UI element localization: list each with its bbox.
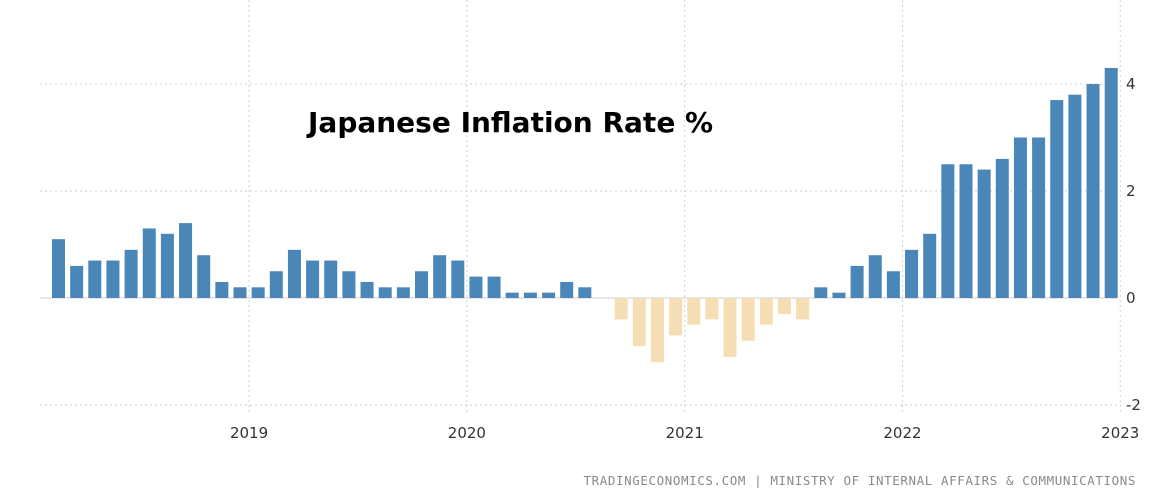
bar-2020-04	[505, 292, 519, 298]
bar-2020-07	[560, 281, 574, 298]
bar-2019-11	[415, 271, 428, 298]
bar-2022-09	[1032, 137, 1046, 298]
bar-2022-03	[923, 233, 937, 298]
y-tick-label: -2	[1126, 396, 1141, 414]
bar-2018-10	[179, 223, 193, 298]
bar-2021-02	[687, 298, 701, 325]
bar-2020-11	[632, 298, 646, 347]
bar-2021-10	[832, 292, 846, 298]
x-tick-label: 2021	[666, 424, 704, 442]
x-tick-label: 2020	[448, 424, 486, 442]
bar-2020-05	[523, 292, 537, 298]
bar-2022-10	[1050, 100, 1064, 298]
bar-2021-09	[814, 287, 828, 298]
bar-2022-08	[1013, 137, 1027, 298]
grid-layer	[40, 0, 1121, 412]
bar-2021-03	[705, 298, 719, 320]
bar-2019-10	[396, 287, 410, 298]
bar-2019-02	[251, 287, 265, 298]
bar-2018-04	[70, 265, 84, 298]
bar-2023-01	[1104, 67, 1118, 298]
x-tick-label: 2019	[230, 424, 268, 442]
bar-2022-02	[905, 249, 919, 298]
bar-2019-07	[342, 271, 356, 298]
bar-2020-01	[451, 260, 465, 298]
bar-2021-06	[759, 298, 773, 325]
bar-2020-08	[578, 287, 592, 298]
bar-2019-06	[324, 260, 338, 298]
bar-2021-08	[796, 298, 810, 320]
y-tick-label: 4	[1126, 75, 1136, 93]
x-tick-label: 2023	[1101, 424, 1139, 442]
bar-2021-05	[741, 298, 755, 341]
axis-layer: 4 2 0 -2 2019 2020 2021 2022 2023	[230, 75, 1141, 442]
bar-2018-12	[215, 281, 229, 298]
bar-2019-09	[378, 287, 392, 298]
bar-2021-07	[778, 298, 791, 315]
bar-2020-06	[542, 292, 556, 298]
bar-2020-02	[469, 276, 483, 298]
bar-2018-09	[160, 233, 174, 298]
bar-2021-11	[850, 265, 864, 298]
bar-2020-03	[487, 276, 501, 298]
bar-2018-07	[124, 249, 138, 298]
chart-source: TRADINGECONOMICS.COM | MINISTRY OF INTER…	[583, 473, 1136, 488]
bar-2018-03	[52, 239, 65, 298]
bar-2021-04	[723, 298, 737, 357]
bar-2018-05	[88, 260, 102, 298]
bar-2022-07	[995, 158, 1009, 298]
bar-2019-12	[433, 255, 447, 298]
bar-2022-12	[1086, 84, 1100, 298]
bar-2020-12	[650, 298, 664, 363]
y-tick-label: 2	[1126, 182, 1136, 200]
bar-2022-01	[886, 271, 900, 298]
bar-2021-01	[669, 298, 683, 336]
bar-2022-06	[977, 169, 991, 298]
bar-2022-11	[1068, 94, 1082, 298]
bar-2019-08	[360, 281, 374, 298]
chart-title: Japanese Inflation Rate %	[306, 106, 713, 139]
bar-2022-05	[959, 164, 973, 298]
bar-2019-05	[306, 260, 320, 298]
x-tick-label: 2022	[883, 424, 921, 442]
bar-2019-03	[269, 271, 283, 298]
bar-2022-04	[941, 164, 955, 298]
bar-2018-11	[197, 255, 211, 298]
bar-2021-12	[868, 255, 882, 298]
bar-2018-08	[142, 228, 156, 298]
bar-2019-01	[233, 287, 247, 298]
bars-layer	[52, 67, 1118, 363]
bar-2020-10	[614, 298, 628, 320]
bar-2018-06	[106, 260, 120, 298]
y-tick-label: 0	[1126, 289, 1136, 307]
bar-2019-04	[287, 249, 301, 298]
